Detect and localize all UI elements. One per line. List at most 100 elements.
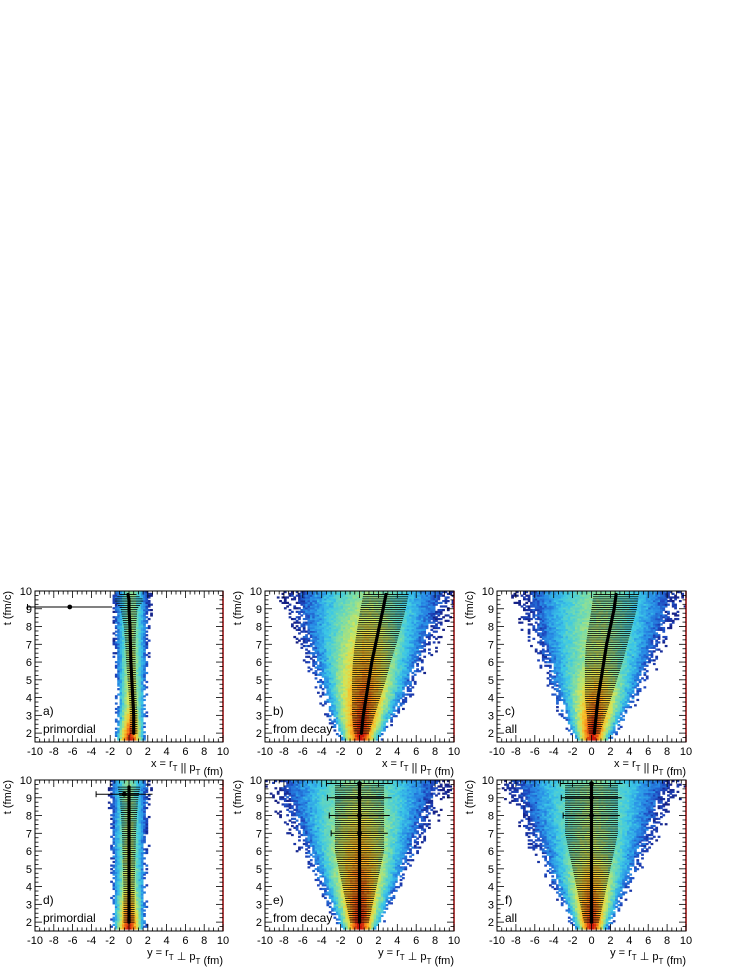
heatmap-cell — [136, 623, 139, 626]
heatmap-cell — [121, 643, 125, 646]
heatmap-cell — [366, 734, 370, 738]
heatmap-cell — [302, 635, 306, 639]
heatmap-cell — [143, 679, 146, 682]
heatmap-cell — [300, 646, 304, 649]
heatmap-cell — [119, 704, 123, 707]
heatmap-cell — [150, 614, 153, 617]
heatmap-cell — [305, 655, 308, 658]
heatmap-cell — [298, 626, 301, 630]
heatmap-cell — [143, 713, 146, 716]
heatmap-cell — [305, 630, 308, 633]
heatmap-cell — [324, 713, 327, 716]
y-tick-label: 8 — [26, 622, 32, 634]
heatmap-cell — [430, 653, 434, 657]
heatmap-cell — [145, 612, 149, 615]
heatmap-cell — [444, 605, 448, 608]
heatmap-cell — [140, 671, 144, 675]
heatmap-cell — [138, 702, 142, 705]
heatmap-cell — [413, 680, 417, 684]
heatmap-cell — [302, 644, 306, 648]
heatmap-cell — [126, 698, 130, 702]
heatmap-cell — [117, 666, 120, 669]
heatmap-cell — [350, 733, 353, 736]
heatmap-cell — [133, 679, 137, 682]
heatmap-cell — [124, 670, 128, 673]
heatmap-cell — [138, 614, 142, 617]
heatmap-cell — [376, 736, 379, 739]
heatmap-cell — [121, 626, 125, 630]
heatmap-cell — [140, 718, 144, 721]
heatmap-cell — [138, 673, 142, 676]
heatmap-cell — [124, 673, 128, 676]
heatmap-cell — [119, 592, 123, 595]
heatmap-cell — [136, 661, 139, 664]
heatmap-cell — [136, 617, 139, 621]
heatmap-cell — [446, 596, 450, 599]
heatmap-cell — [119, 688, 123, 691]
heatmap-cell — [150, 594, 153, 597]
heatmap-cell — [133, 607, 137, 610]
heatmap-cell — [143, 688, 146, 691]
heatmap-cell — [404, 697, 408, 700]
heatmap-cell — [357, 736, 360, 739]
heatmap-cell — [133, 635, 137, 639]
heatmap-cell — [126, 724, 130, 727]
heatmap-cell — [373, 736, 377, 739]
profile-point — [67, 604, 73, 610]
heatmap-cell — [119, 724, 123, 727]
heatmap-cell — [136, 592, 139, 595]
heatmap-cell — [136, 700, 139, 703]
heatmap-cell — [140, 596, 144, 599]
heatmap-cell — [112, 619, 116, 622]
heatmap-cell — [131, 603, 135, 606]
heatmap-cell — [444, 596, 448, 599]
heatmap-cell — [300, 614, 304, 617]
heatmap-cell — [138, 617, 142, 621]
heatmap-cell — [133, 736, 137, 739]
heatmap-cell — [126, 716, 130, 720]
heatmap-cell — [378, 729, 382, 732]
heatmap-cell — [333, 729, 337, 732]
heatmap-cell — [126, 738, 130, 741]
heatmap-cell — [112, 596, 116, 599]
heatmap-cell — [133, 702, 137, 705]
heatmap-cell — [117, 644, 120, 648]
heatmap-cell — [126, 677, 130, 680]
heatmap-cell — [124, 628, 128, 631]
heatmap-cell — [147, 592, 151, 595]
heatmap-cell — [124, 688, 128, 691]
heatmap-cell — [117, 664, 120, 667]
heatmap-cell — [126, 725, 130, 729]
heatmap-cell — [119, 598, 123, 601]
heatmap-cell — [126, 668, 130, 671]
heatmap-cell — [133, 655, 137, 658]
heatmap-cell — [140, 655, 144, 658]
heatmap-cell — [112, 637, 116, 640]
heatmap-cell — [119, 698, 123, 702]
heatmap-cell — [140, 643, 144, 646]
heatmap-cell — [131, 650, 135, 653]
heatmap-cell — [145, 634, 149, 637]
heatmap-cell — [124, 596, 128, 599]
heatmap-cell — [112, 599, 116, 603]
heatmap-cell — [361, 736, 365, 739]
heatmap-cell — [394, 715, 398, 718]
heatmap-cell — [129, 734, 132, 738]
heatmap-cell — [131, 607, 135, 610]
heatmap-cell — [143, 731, 146, 734]
heatmap-cell — [119, 632, 123, 635]
heatmap-cell — [140, 691, 144, 694]
heatmap-cell — [131, 617, 135, 621]
heatmap-cell — [119, 605, 123, 608]
heatmap-cell — [136, 653, 139, 657]
heatmap-cell — [147, 603, 151, 606]
heatmap-cell — [140, 634, 144, 637]
heatmap-cell — [411, 693, 415, 696]
heatmap-cell — [136, 713, 139, 716]
heatmap-cell — [383, 729, 386, 732]
heatmap-cell — [143, 628, 146, 631]
heatmap-cell — [124, 652, 128, 655]
heatmap-cell — [380, 725, 384, 729]
heatmap-cell — [124, 682, 128, 685]
